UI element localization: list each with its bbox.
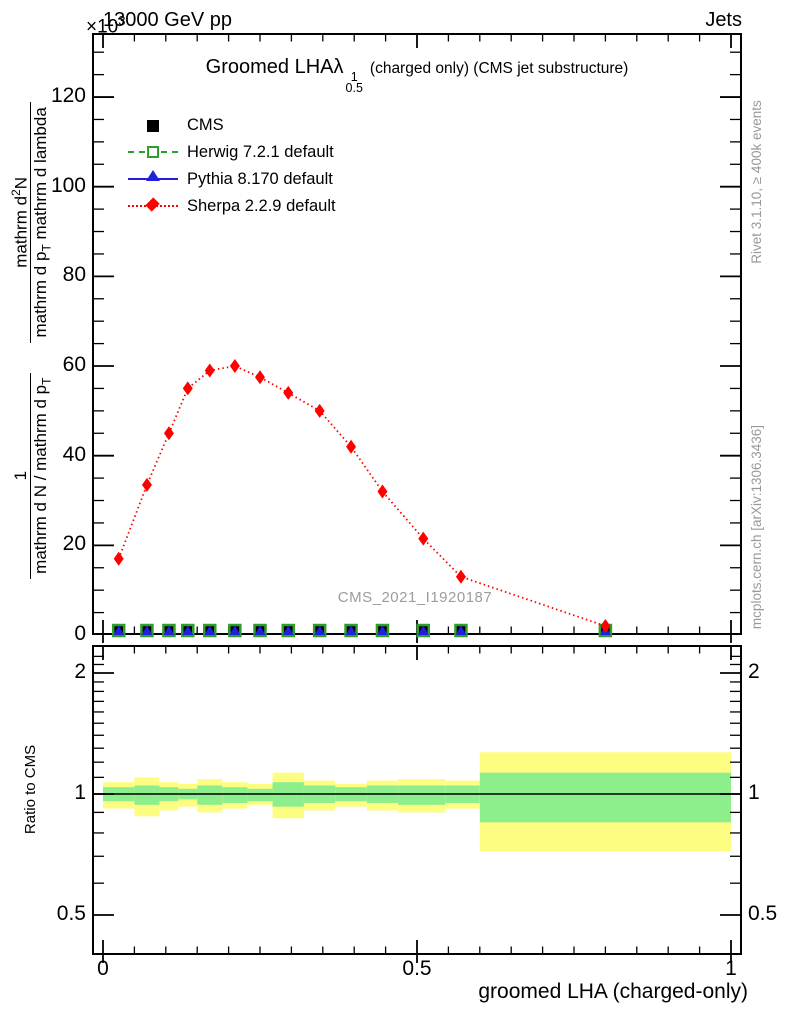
legend-label: CMS xyxy=(187,116,224,134)
main-y-tick-label: 60 xyxy=(62,353,86,377)
x-axis-title: groomed LHA (charged-only) xyxy=(478,980,748,1003)
cms-marker-icon xyxy=(128,112,178,139)
legend-label: Herwig 7.2.1 default xyxy=(187,143,334,161)
ratio-y-tick-label-right: 1 xyxy=(748,781,760,804)
x-tick-label: 0 xyxy=(97,957,109,980)
ratio-y-tick-label-right: 0.5 xyxy=(748,902,778,925)
legend-item-sherpa: Sherpa 2.2.9 default xyxy=(128,193,336,220)
legend-item-pythia: Pythia 8.170 default xyxy=(128,166,336,193)
ratio-axis-ticks xyxy=(94,647,740,963)
main-y-tick-label: 80 xyxy=(62,263,86,287)
rivet-version-note: Rivet 3.1.10, ≥ 400k events xyxy=(748,100,764,264)
plot-title: Groomed LHAλ 1 0.5 (charged only) (CMS jet … xyxy=(205,56,629,95)
ratio-y-tick-label-left: 2 xyxy=(74,660,86,683)
herwig-data-markers xyxy=(111,623,613,638)
main-axis-ticks xyxy=(94,35,740,643)
main-y-tick-label: 120 xyxy=(50,84,86,108)
legend-label: Pythia 8.170 default xyxy=(187,170,333,188)
main-y-tick-label: 40 xyxy=(62,442,86,466)
pythia-marker-icon xyxy=(128,166,178,193)
main-y-tick-label: 20 xyxy=(62,532,86,556)
legend-item-cms: CMS xyxy=(128,112,336,139)
analysis-id-watermark: CMS_2021_I1920187 xyxy=(337,589,493,606)
y-axis-power-label: ×103 xyxy=(86,13,126,38)
sherpa-marker-icon xyxy=(128,193,178,220)
ratio-y-tick-label-left: 1 xyxy=(74,781,86,804)
beam-energy-header: 13000 GeV pp xyxy=(103,9,232,31)
main-y-tick-label: 0 xyxy=(74,622,86,645)
ratio-plot-panel xyxy=(92,645,742,963)
legend-label: Sherpa 2.2.9 default xyxy=(187,197,336,215)
x-tick-label: 1 xyxy=(725,957,737,980)
mcplots-arxiv-note: mcplots.cern.ch [arXiv:1306.3436] xyxy=(748,424,764,630)
main-plot-panel xyxy=(92,33,742,643)
ratio-y-tick-label-right: 2 xyxy=(748,660,760,683)
lambda-symbol: λ xyxy=(333,56,344,78)
legend-item-herwig: Herwig 7.2.1 default xyxy=(128,139,336,166)
analysis-group-header: Jets xyxy=(705,9,742,31)
sherpa-curve xyxy=(113,359,611,634)
herwig-marker-icon xyxy=(128,139,178,166)
ratio-y-tick-label-left: 0.5 xyxy=(56,902,86,925)
main-y-tick-label: 100 xyxy=(50,173,86,197)
ratio-uncertainty-bands xyxy=(103,752,731,852)
legend: CMS Herwig 7.2.1 default Pythia 8.170 de… xyxy=(128,112,336,220)
x-tick-label: 0.5 xyxy=(402,957,432,980)
differential-fraction: mathrm d2N mathrm d pT mathrm d lambda xyxy=(9,102,55,343)
